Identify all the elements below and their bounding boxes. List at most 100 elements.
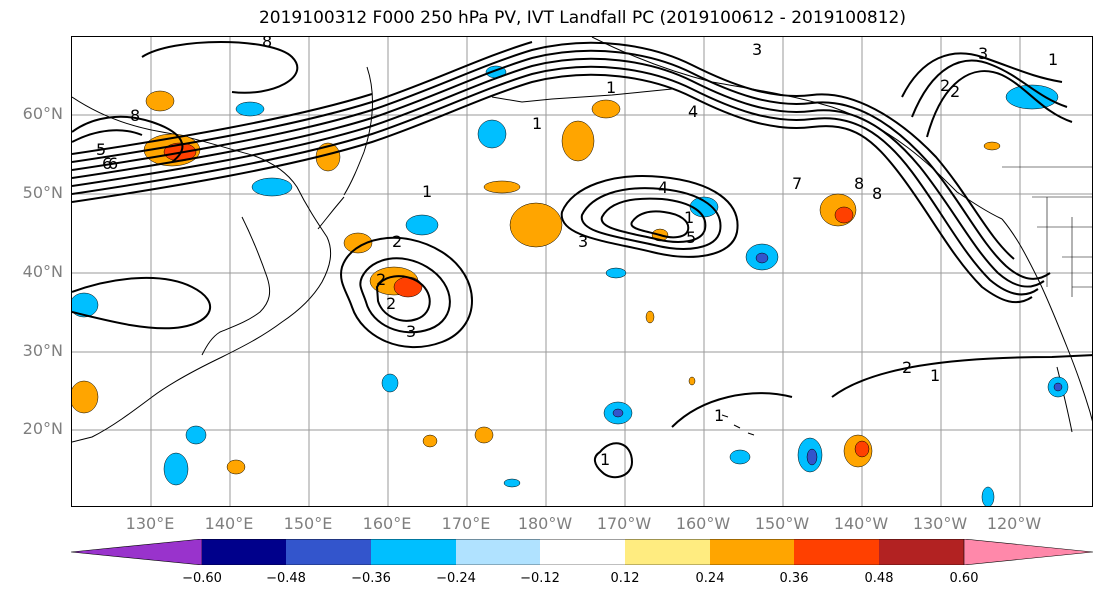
colorbar-bin bbox=[202, 539, 286, 565]
contour-label: 1 bbox=[532, 114, 542, 133]
jet-contour bbox=[72, 65, 1039, 296]
lon-label: 150°E bbox=[283, 514, 333, 533]
aleutian-chain bbox=[491, 88, 673, 103]
contour-label: 3 bbox=[978, 44, 988, 63]
jet-contour bbox=[72, 93, 373, 155]
closed-high bbox=[600, 197, 707, 243]
pos-patch bbox=[145, 90, 175, 112]
contour-label: 6 bbox=[102, 154, 112, 173]
contour-label: 1 bbox=[714, 406, 724, 425]
closed-high bbox=[630, 210, 690, 239]
neg-patch bbox=[503, 478, 521, 488]
contour-label: 4 bbox=[658, 178, 668, 197]
contour-label: 8 bbox=[262, 37, 272, 51]
colorbar-tick: 0.48 bbox=[864, 571, 894, 586]
lat-label: 40°N bbox=[22, 262, 63, 281]
pos-patch bbox=[561, 120, 595, 162]
contour-label: 3 bbox=[752, 40, 762, 59]
neg-patch-core bbox=[612, 408, 624, 418]
contour-label: 8 bbox=[130, 106, 140, 125]
lon-label: 160°W bbox=[675, 514, 731, 533]
contour-label: 2 bbox=[950, 82, 960, 101]
neg-patch bbox=[981, 486, 995, 506]
contour-label: 1 bbox=[600, 450, 610, 469]
contour-label: 3 bbox=[578, 232, 588, 251]
lon-label: 120°W bbox=[986, 514, 1042, 533]
closed-high bbox=[560, 175, 739, 258]
contour-label: 2 bbox=[386, 294, 396, 313]
dome-contour bbox=[671, 392, 793, 428]
neg-patch bbox=[605, 267, 627, 279]
neg-patch-core bbox=[755, 252, 769, 264]
pos-patch bbox=[509, 202, 563, 248]
colorbar-extend-high bbox=[963, 539, 1094, 565]
contour-label: 5 bbox=[686, 228, 696, 247]
lon-label: 160°E bbox=[362, 514, 412, 533]
contour-label: 1 bbox=[606, 78, 616, 97]
ne-contour bbox=[901, 52, 1063, 98]
colorbar-tick: 0.24 bbox=[695, 571, 725, 586]
ne-contour bbox=[911, 59, 1068, 118]
contour-label: 4 bbox=[688, 102, 698, 121]
jet-contour bbox=[72, 41, 1015, 260]
colorbar-bin bbox=[371, 539, 456, 565]
contour-labels: 8 3 1 3 8 2 1 1 4 4 3 2 5 1 6 5 1 2 2 3 … bbox=[96, 37, 1058, 469]
colorbar-tick: 0.36 bbox=[779, 571, 809, 586]
kamchatka-coast bbox=[343, 66, 374, 196]
neg-patch bbox=[405, 214, 439, 236]
colorbar-tick: −0.24 bbox=[436, 571, 476, 586]
lat-label: 60°N bbox=[22, 104, 63, 123]
neg-patch bbox=[729, 449, 751, 465]
colorbar-bin bbox=[540, 539, 625, 565]
contour-label: 8 bbox=[854, 174, 864, 193]
neg-patch bbox=[185, 425, 207, 445]
pos-patch-core bbox=[854, 440, 870, 458]
pv-anomaly-shading bbox=[72, 65, 1069, 506]
neg-patch bbox=[235, 101, 265, 117]
pos-patch bbox=[474, 426, 494, 444]
alaska-coast bbox=[591, 37, 1003, 220]
colorbar-bin bbox=[625, 539, 710, 565]
pos-patch bbox=[688, 376, 696, 386]
closed-high bbox=[580, 187, 722, 250]
pos-patch bbox=[226, 459, 246, 475]
lon-label: 150°W bbox=[754, 514, 810, 533]
neg-patch bbox=[251, 177, 293, 197]
contour-label: 1 bbox=[930, 366, 940, 385]
lon-label: 130°E bbox=[125, 514, 175, 533]
colorbar-tick: −0.60 bbox=[182, 571, 222, 586]
closed-low bbox=[375, 275, 431, 322]
contour-label: 1 bbox=[684, 208, 694, 227]
top-loop bbox=[141, 41, 299, 94]
jet-contour bbox=[72, 57, 1045, 288]
loop-contour bbox=[594, 442, 634, 479]
colorbar-extend-low bbox=[71, 539, 203, 565]
contour-label: 7 bbox=[792, 174, 802, 193]
neg-patch bbox=[477, 119, 507, 149]
colorbar-tick: 0.60 bbox=[949, 571, 979, 586]
pos-patch bbox=[422, 434, 438, 448]
neg-patch bbox=[163, 452, 189, 486]
na-west-coast bbox=[1001, 218, 1092, 422]
baja bbox=[1056, 366, 1073, 433]
dome-contour bbox=[831, 354, 1092, 398]
political-borders bbox=[1002, 166, 1092, 297]
nw-loop bbox=[72, 129, 143, 143]
map-title: 2019100312 F000 250 hPa PV, IVT Landfall… bbox=[258, 8, 906, 28]
pos-patch bbox=[72, 380, 99, 414]
pos-patch bbox=[483, 180, 521, 194]
contour-label: 8 bbox=[872, 184, 882, 203]
pos-patch bbox=[591, 99, 621, 119]
pos-patch-core bbox=[834, 206, 854, 224]
closed-low bbox=[359, 257, 451, 334]
colorbar-tick: 0.12 bbox=[610, 571, 640, 586]
pos-patch bbox=[983, 141, 1001, 151]
lat-label: 50°N bbox=[22, 183, 63, 202]
contour-label: 2 bbox=[902, 358, 912, 377]
ivt-contours bbox=[72, 41, 1092, 479]
graticule bbox=[72, 37, 1092, 506]
contour-label: 1 bbox=[422, 182, 432, 201]
colorbar-bin bbox=[710, 539, 794, 565]
colorbar-bin bbox=[794, 539, 879, 565]
pos-patch-core bbox=[393, 276, 423, 298]
